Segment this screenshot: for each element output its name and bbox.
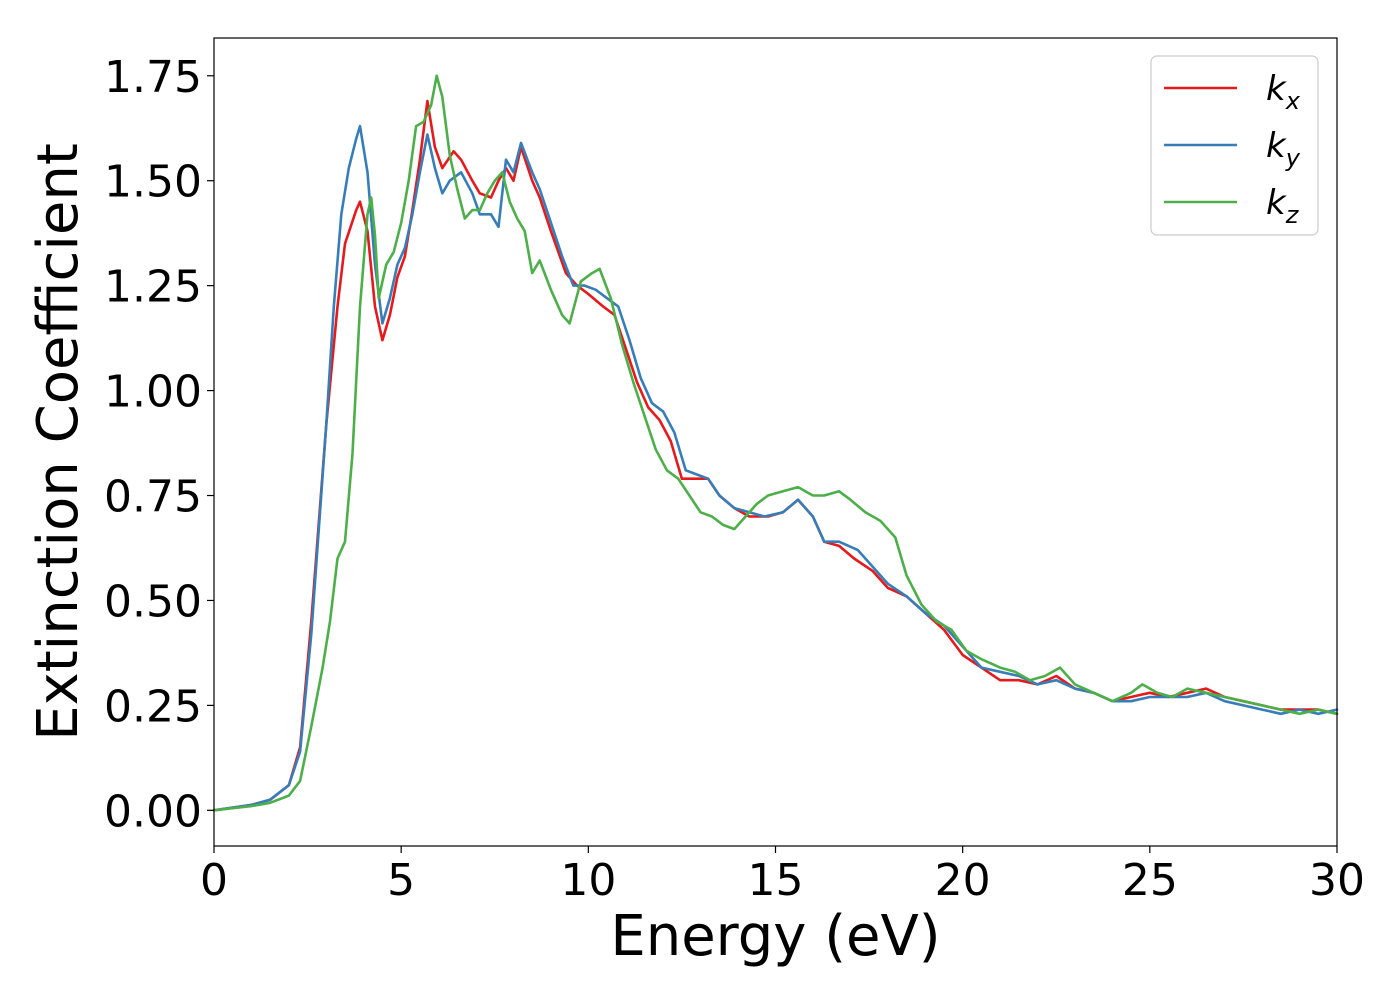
y-tick-label: 0.00 — [104, 786, 202, 837]
y-axis-title: Extinction Coefficient — [26, 143, 91, 741]
series-line-z — [212, 74, 1339, 812]
x-tick-label: 10 — [560, 855, 616, 906]
series-line-y — [212, 124, 1339, 812]
y-tick-label: 0.25 — [104, 681, 202, 732]
x-tick-label: 25 — [1122, 855, 1178, 906]
y-tick-label: 1.00 — [104, 367, 202, 418]
y-tick-label: 0.50 — [104, 576, 202, 627]
x-tick-label: 5 — [387, 855, 415, 906]
x-axis-title: Energy (eV) — [610, 904, 940, 969]
y-tick-label: 1.25 — [104, 262, 202, 313]
y-axis: 0.00 0.25 0.50 0.75 1.00 1.25 1.50 1.75 — [104, 52, 214, 837]
x-tick-label: 0 — [200, 855, 228, 906]
y-tick-label: 1.50 — [104, 157, 202, 208]
y-tick-label: 0.75 — [104, 472, 202, 523]
x-axis: 0 5 10 15 20 25 30 — [200, 846, 1365, 906]
series-lines — [212, 74, 1339, 812]
x-tick-label: 15 — [748, 855, 804, 906]
y-tick-label: 1.75 — [104, 52, 202, 103]
x-tick-label: 30 — [1309, 855, 1365, 906]
x-tick-label: 20 — [935, 855, 991, 906]
